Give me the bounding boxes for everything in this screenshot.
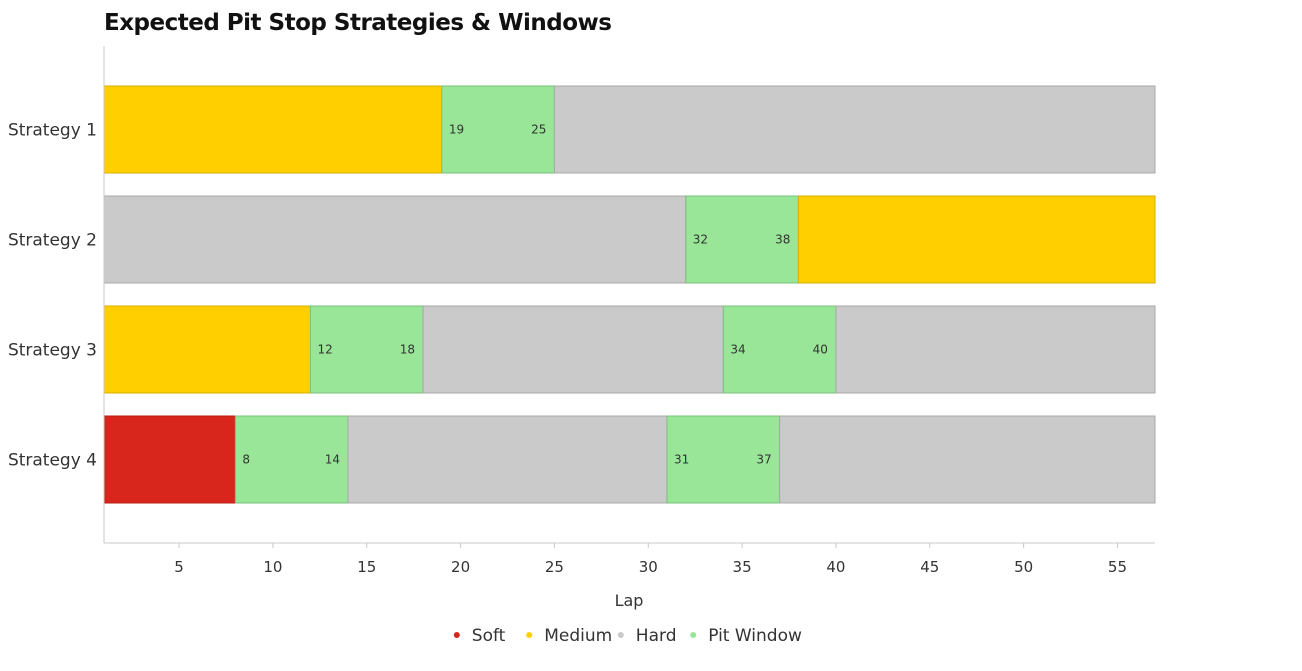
hard-segment	[779, 415, 1156, 504]
legend-label: Pit Window	[708, 626, 802, 646]
window-open-label: 32	[693, 233, 708, 247]
window-close-label: 38	[775, 233, 790, 247]
strategy-4-row	[103, 415, 1156, 504]
pit-window-segment	[685, 195, 799, 284]
category-label: Strategy 4	[8, 451, 97, 471]
legend: Soft Medium Hard Pit Window	[453, 626, 802, 646]
strategy-1-row	[103, 85, 1156, 174]
strategy-2-row	[103, 195, 1156, 284]
x-tick-label: 30	[639, 558, 658, 576]
hard-segment	[103, 195, 687, 284]
legend-dot	[526, 632, 533, 638]
window-close-label: 18	[400, 343, 415, 357]
x-tick-label: 15	[357, 558, 376, 576]
window-open-label: 19	[449, 123, 464, 137]
legend-dot	[617, 632, 624, 638]
window-close-label: 14	[325, 453, 340, 467]
x-tick-label: 45	[920, 558, 939, 576]
medium-segment	[103, 85, 443, 174]
axis-layer: 5 10 15 20 25 30 35 40 45 50 55	[103, 46, 1155, 576]
x-tick-label: 5	[174, 558, 184, 576]
pit-window-segment	[309, 305, 424, 394]
window-close-label: 25	[531, 123, 546, 137]
x-tick-label: 35	[733, 558, 752, 576]
labels-layer: 19 25 Strategy 1 32 38 Strategy 2 12 18 34 40 Stra…	[8, 121, 828, 471]
bars-layer	[103, 85, 1156, 504]
window-open-label: 31	[674, 453, 689, 467]
category-label: Strategy 3	[8, 341, 97, 361]
pit-window-segment	[666, 415, 781, 504]
chart-title: Expected Pit Stop Strategies & Windows	[104, 10, 612, 36]
legend-dot	[690, 632, 697, 638]
category-label: Strategy 2	[8, 231, 97, 251]
hard-segment	[553, 85, 1156, 174]
hard-segment	[347, 415, 668, 504]
medium-segment	[103, 305, 311, 394]
legend-label: Medium	[544, 626, 612, 646]
x-tick-label: 50	[1014, 558, 1033, 576]
legend-item-pit-window: Pit Window	[690, 626, 802, 646]
medium-segment	[797, 195, 1156, 284]
hard-segment	[422, 305, 724, 394]
soft-segment	[103, 415, 236, 504]
x-axis-title: Lap	[615, 591, 644, 610]
window-open-label: 34	[730, 343, 745, 357]
hard-segment	[835, 305, 1156, 394]
x-tick-label: 10	[263, 558, 282, 576]
pit-window-segment	[722, 305, 837, 394]
x-tick-label: 20	[451, 558, 470, 576]
legend-label: Hard	[636, 626, 677, 646]
legend-item-hard: Hard	[617, 626, 677, 646]
window-open-label: 12	[317, 343, 332, 357]
legend-label: Soft	[472, 626, 506, 646]
legend-item-medium: Medium	[526, 626, 612, 646]
x-tick-label: 40	[826, 558, 845, 576]
category-label: Strategy 1	[8, 121, 97, 141]
legend-item-soft: Soft	[453, 626, 506, 646]
pit-window-segment	[441, 85, 555, 174]
x-tick-label: 55	[1108, 558, 1127, 576]
x-tick-label: 25	[545, 558, 564, 576]
window-close-label: 37	[756, 453, 771, 467]
strategy-3-row	[103, 305, 1156, 394]
legend-dot	[453, 632, 460, 638]
window-open-label: 8	[242, 453, 250, 467]
pit-window-segment	[234, 415, 349, 504]
window-close-label: 40	[813, 343, 828, 357]
